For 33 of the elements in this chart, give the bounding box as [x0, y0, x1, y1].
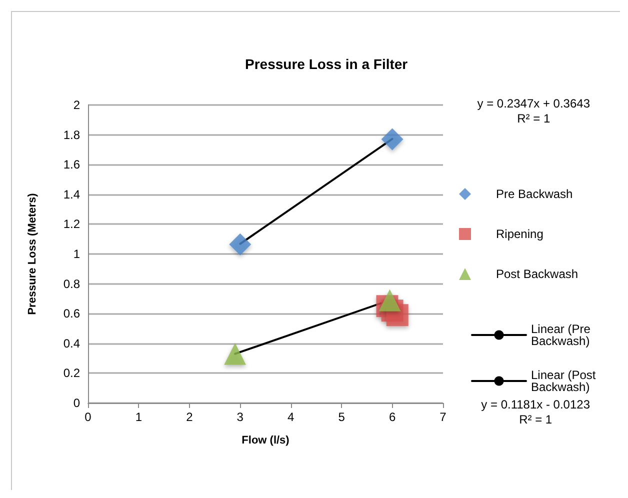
y-tick-label: 0.2 — [63, 366, 80, 380]
y-tick-label: 1.6 — [63, 158, 80, 172]
x-tick-label: 5 — [338, 410, 346, 424]
x-tick-label: 1 — [135, 410, 142, 424]
legend-label: Linear (Post Backwash) — [531, 368, 600, 394]
y-tick-label: 1 — [73, 247, 80, 261]
point — [229, 233, 252, 256]
y-tick-label: 1.8 — [63, 128, 80, 142]
point — [378, 289, 401, 312]
x-tick-label: 0 — [84, 410, 92, 424]
x-axis-title: Flow (l/s) — [242, 434, 290, 446]
x-tick-label: 4 — [288, 410, 295, 424]
y-tick-label: 0 — [73, 396, 80, 410]
legend-label: Ripening — [476, 227, 544, 241]
chart-title: Pressure Loss in a Filter — [245, 56, 408, 72]
text: y = 0.2347x + 0.3643 R² = 1 — [477, 96, 590, 126]
point — [224, 342, 246, 365]
point — [381, 128, 404, 150]
x-tick-label: 6 — [388, 410, 396, 424]
y-tick-label: 0.8 — [63, 276, 80, 291]
x-tick-label: 3 — [236, 410, 244, 424]
legend-label: Pre Backwash — [476, 187, 573, 201]
y-axis-title: Pressure Loss (Meters) — [26, 192, 38, 315]
y-tick-label: 1.4 — [63, 187, 80, 202]
text: y = 0.1181x - 0.0123 R² = 1 — [481, 398, 590, 426]
y-tick-label: 1.2 — [63, 217, 80, 232]
y-tick-label: 0.4 — [63, 336, 80, 350]
y-tick-label: 2 — [73, 98, 80, 112]
x-tick-label: 2 — [186, 410, 194, 424]
x-tick-label: 7 — [440, 410, 447, 424]
legend-label: Post Backwash — [476, 267, 578, 281]
y-tick-label: 0.6 — [63, 306, 80, 321]
legend-label: Linear (Pre Backwash) — [531, 322, 594, 348]
